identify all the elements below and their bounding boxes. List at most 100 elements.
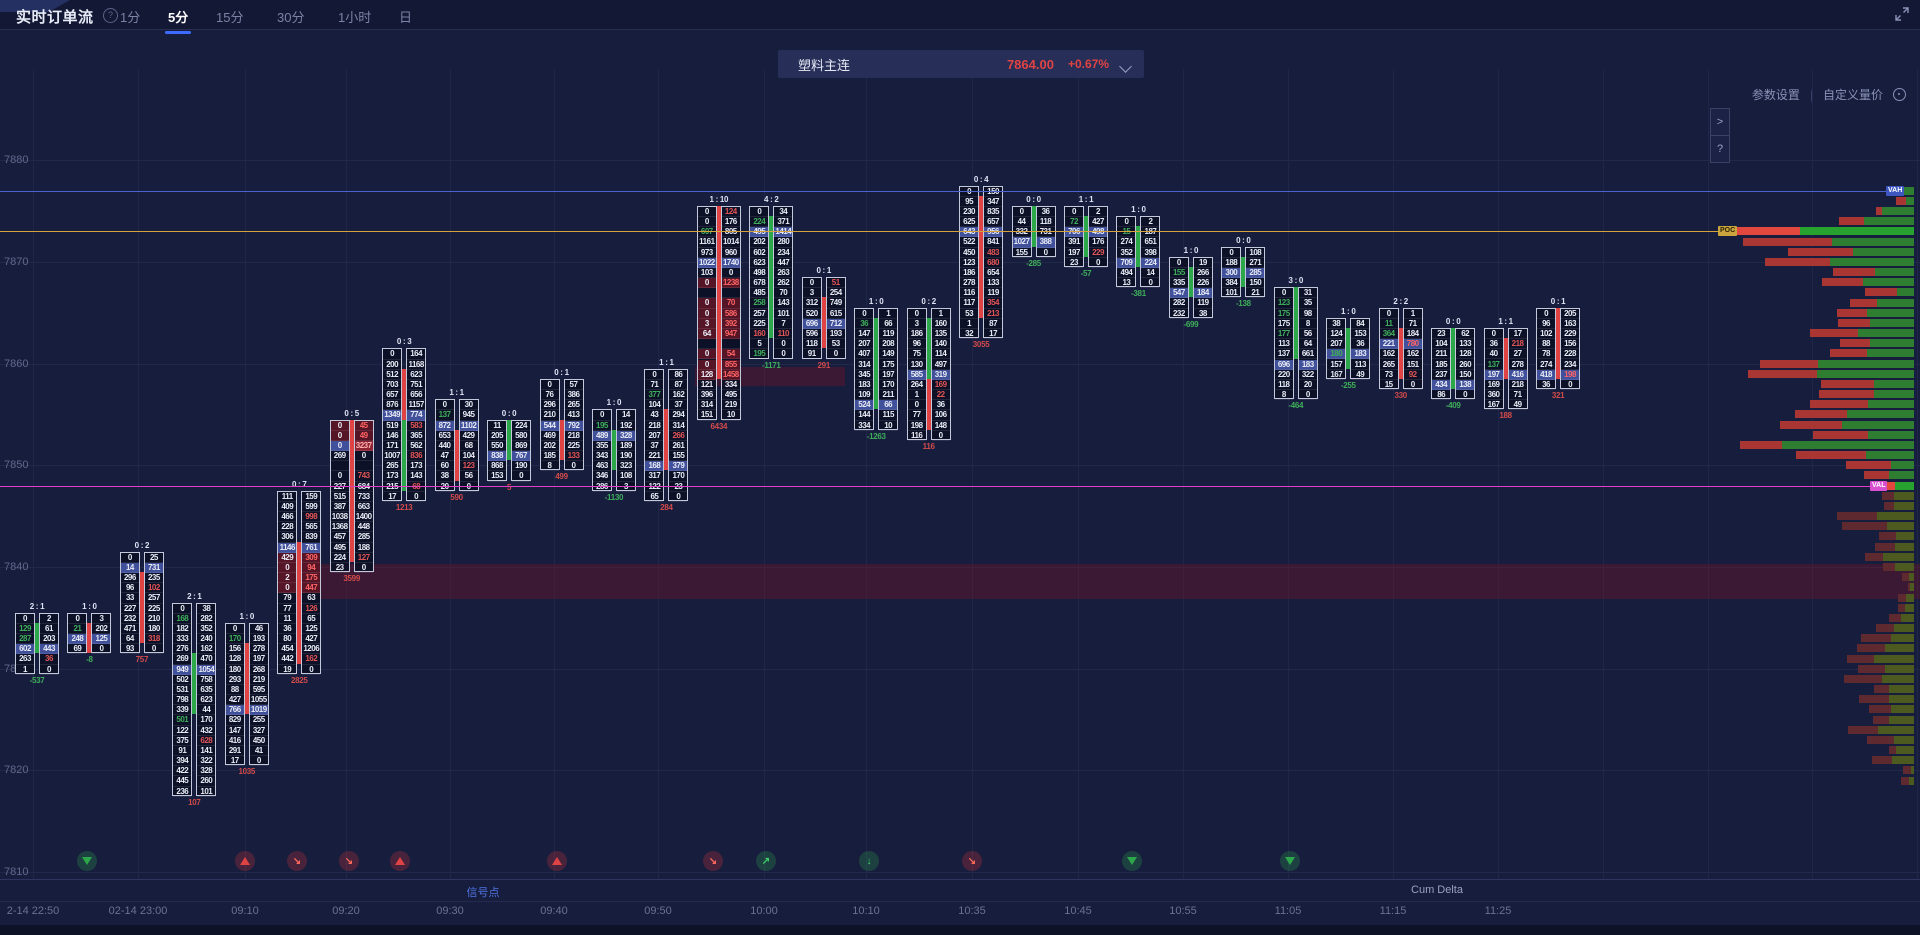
footprint-candle[interactable]: 1 : 0 0 170 156 128 180 293 88 427 766 829 147 416 29… [224, 612, 269, 776]
bid-column: 071377104432182073722116831712265 [644, 368, 665, 502]
x-axis-label: 10:35 [958, 905, 986, 917]
candle-body-bar [349, 419, 354, 562]
bid-column: 0 96 102 88 78 274 418 36 [1536, 307, 1557, 390]
signal-marker[interactable]: ↘ [339, 851, 359, 871]
panel-collapse-button[interactable]: > [1710, 108, 1730, 136]
footprint-candle[interactable]: 1 : 001954893553434633462861419232818919… [591, 398, 636, 502]
profile-bar-sell [1848, 725, 1878, 734]
bid-column: 07270639119723 [1064, 205, 1084, 268]
bid-column: 00026902275153871038136845749522423 [329, 419, 350, 574]
signal-marker[interactable] [235, 851, 255, 871]
ask-cell: 0 [407, 492, 426, 502]
signal-marker[interactable]: ↓ [859, 851, 879, 871]
footprint-candle[interactable]: 2 : 1 0 129 287 602 263 1 2 61 203 443 36 0 -537 [15, 602, 59, 685]
bid-cell: 160 [750, 329, 769, 340]
ask-cell: 49 [1508, 400, 1527, 411]
ask-column: 31 35 98 8 56 64 661 183 322 20 0 [1297, 287, 1318, 401]
ask-cell: 2 [1089, 207, 1107, 218]
signal-pane-label[interactable]: 信号点 [466, 887, 500, 899]
bid-cell: 0 [1274, 288, 1293, 299]
ask-cell: 22 [931, 390, 950, 401]
ask-cell: 3237 [354, 440, 373, 452]
footprint-candle[interactable]: 1 : 0 0 21 248 69 3 202 125 0 -8 [67, 602, 112, 664]
footprint-candle[interactable]: 2 : 2 0 11 364 221 162 265 73 15 1 71 184 780 162 151 9… [1378, 297, 1423, 400]
custom-volume-button[interactable]: 自定义量价 [1822, 88, 1883, 102]
footprint-candle[interactable]: 4 : 202244952026026234986784852582572251… [749, 195, 794, 370]
footprint-candle[interactable]: 0 : 500026902275153871038136845749522423… [329, 409, 374, 583]
top-bar: 实时订单流 ? 1分 5分 15分 30分 1小时 日 [0, 0, 1920, 30]
footprint-candle[interactable]: 2 : 1 0 168 182 333 276 269 949 502 531 798 339 501 1… [172, 592, 217, 807]
signal-marker[interactable] [390, 851, 410, 871]
signal-marker[interactable]: ↗ [756, 851, 776, 871]
bid-cell: 103 [697, 268, 716, 279]
footprint-candle[interactable]: 1 : 0 0 155 335 547 282 232 19 266 226 184 119 38 -69… [1168, 246, 1213, 329]
bid-cell: 3 [802, 288, 821, 299]
cum-delta-pane-label[interactable]: Cum Delta [1411, 884, 1463, 896]
custom-volume-settings-icon[interactable] [1893, 88, 1906, 101]
footprint-candle[interactable]: 1 : 107137710443218207372211683171226586… [644, 358, 689, 512]
tab-1分[interactable]: 1分 [120, 10, 141, 25]
ask-cell: 651 [1141, 237, 1160, 248]
signal-marker[interactable]: ↘ [703, 851, 723, 871]
footprint-candle[interactable]: 0 : 2 0 14 296 96 33 227 232 471 64 93 25 731 235 102 2… [119, 541, 164, 664]
candle-delta-footer: 188 [1499, 411, 1512, 421]
y-axis-label: 7820 [4, 764, 29, 777]
bid-cell: 384 [1222, 278, 1241, 289]
signal-marker[interactable] [547, 851, 567, 871]
footprint-candle[interactable]: 1 : 0 38 124 207 180 157 167 84 153 36 183 113 49 -25… [1326, 307, 1371, 390]
tab-5分[interactable]: 5分 [168, 7, 188, 26]
footprint-candle[interactable]: 3 : 0 0 123 175 175 177 113 137 696 220 118 8 31 35 98… [1273, 276, 1318, 410]
bid-cell: 236 [173, 787, 192, 797]
ask-cell: 234 [774, 248, 793, 258]
ask-cell: 175 [879, 360, 898, 370]
footprint-candle[interactable]: 1 : 0 0 36 147 207 407 314 345 183 109 524 144 334 1 6… [854, 297, 899, 441]
footprint-candle[interactable]: 0 : 2 0 3 186 96 75 130 585 264 1 0 77 198 116 1 160 135… [906, 297, 951, 451]
candle-body-bar [35, 622, 39, 654]
tab-日[interactable]: 日 [399, 10, 413, 25]
bid-cell: 186 [907, 329, 926, 340]
profile-bar-buy [1858, 329, 1914, 338]
footprint-candle[interactable]: 1 : 1 0 36 40 137 197 169 360 167 17 218 27 278 416 21… [1483, 317, 1528, 420]
profile-bar-buy [1847, 410, 1914, 419]
bottom-strip [0, 925, 1920, 935]
bid-column: 09523062564352245012318627811611753132 [959, 185, 980, 340]
gridline-v [1812, 69, 1813, 879]
profile-bar-buy [1842, 420, 1914, 429]
tab-30分[interactable]: 30分 [277, 10, 305, 25]
param-settings-button[interactable]: 参数设置 [1751, 88, 1800, 102]
candle-imbalance-header: 3 : 0 [1288, 276, 1304, 286]
ask-column: 2187651398224140 [1140, 216, 1161, 289]
signal-marker[interactable]: ↘ [287, 851, 307, 871]
footprint-candle[interactable]: 0 : 0 23 104 211 185 237 434 86 62 133 128 260 150 13… [1431, 317, 1476, 410]
footprint-candle[interactable]: 1 : 100060711619731022103000364001281213… [696, 195, 741, 431]
signal-marker[interactable] [1280, 851, 1300, 871]
footprint-candle[interactable]: 0 : 7 111 409 466 228 306 1146 429 0 2 0 79 77 11 36 80… [277, 480, 322, 685]
footprint-candle[interactable]: 0 : 409523062564352245012318627811611753… [959, 175, 1004, 349]
orderflow-chart[interactable]: 788078707860785078407830782078102-14 22:… [0, 29, 1920, 935]
footprint-candle[interactable]: 0 : 1 0 3 312 520 696 596 118 91 51 254 749 615 712 19… [801, 266, 846, 370]
footprint-candle[interactable]: 1 : 0015274352709494132187651398224140-3… [1116, 205, 1161, 298]
bid-cell: 232 [120, 614, 139, 624]
signal-marker[interactable]: ↘ [962, 851, 982, 871]
footprint-candle[interactable]: 0 : 0 11 205 550 838 868 153 224 580 869 767 190 0 5 [487, 409, 532, 492]
footprint-candle[interactable]: 0 : 1 0 76 296 210 544 469 202 185 8 57 386 265 413 79… [539, 368, 584, 481]
tab-1小时[interactable]: 1小时 [338, 10, 372, 25]
bid-cell: 162 [1379, 349, 1398, 360]
panel-help-button[interactable]: ? [1710, 135, 1730, 163]
footprint-candle[interactable]: 0 : 0 0 188 300 384 101 108 271 285 150 21 -138 [1221, 236, 1266, 308]
ask-cell: 192 [616, 421, 635, 431]
bid-cell: 156 [225, 644, 244, 655]
footprint-candle[interactable]: 0 : 3 0 200 512 703 657 876 1349 519 146 171 1007 26… [382, 337, 427, 512]
bid-cell: 0 [907, 400, 926, 411]
signal-marker[interactable] [77, 851, 97, 871]
bid-column: 0 76 296 210 544 469 202 185 8 [539, 378, 560, 472]
footprint-candle[interactable]: 1 : 101378726534404760382030945110242968… [434, 388, 479, 502]
signal-marker[interactable] [1122, 851, 1142, 871]
footprint-candle[interactable]: 1 : 10727063911972324274981762290-57 [1064, 195, 1108, 278]
fullscreen-icon[interactable] [1894, 6, 1910, 22]
profile-bar-buy [1889, 685, 1914, 694]
instrument-selector[interactable]: 塑料主连 7864.00 +0.67% [778, 50, 1144, 78]
footprint-candle[interactable]: 0 : 1 0 96 102 88 78 274 418 36 205 163 229 156 228 23… [1536, 297, 1581, 400]
tab-15分[interactable]: 15分 [216, 10, 244, 25]
help-icon[interactable]: ? [103, 8, 118, 23]
